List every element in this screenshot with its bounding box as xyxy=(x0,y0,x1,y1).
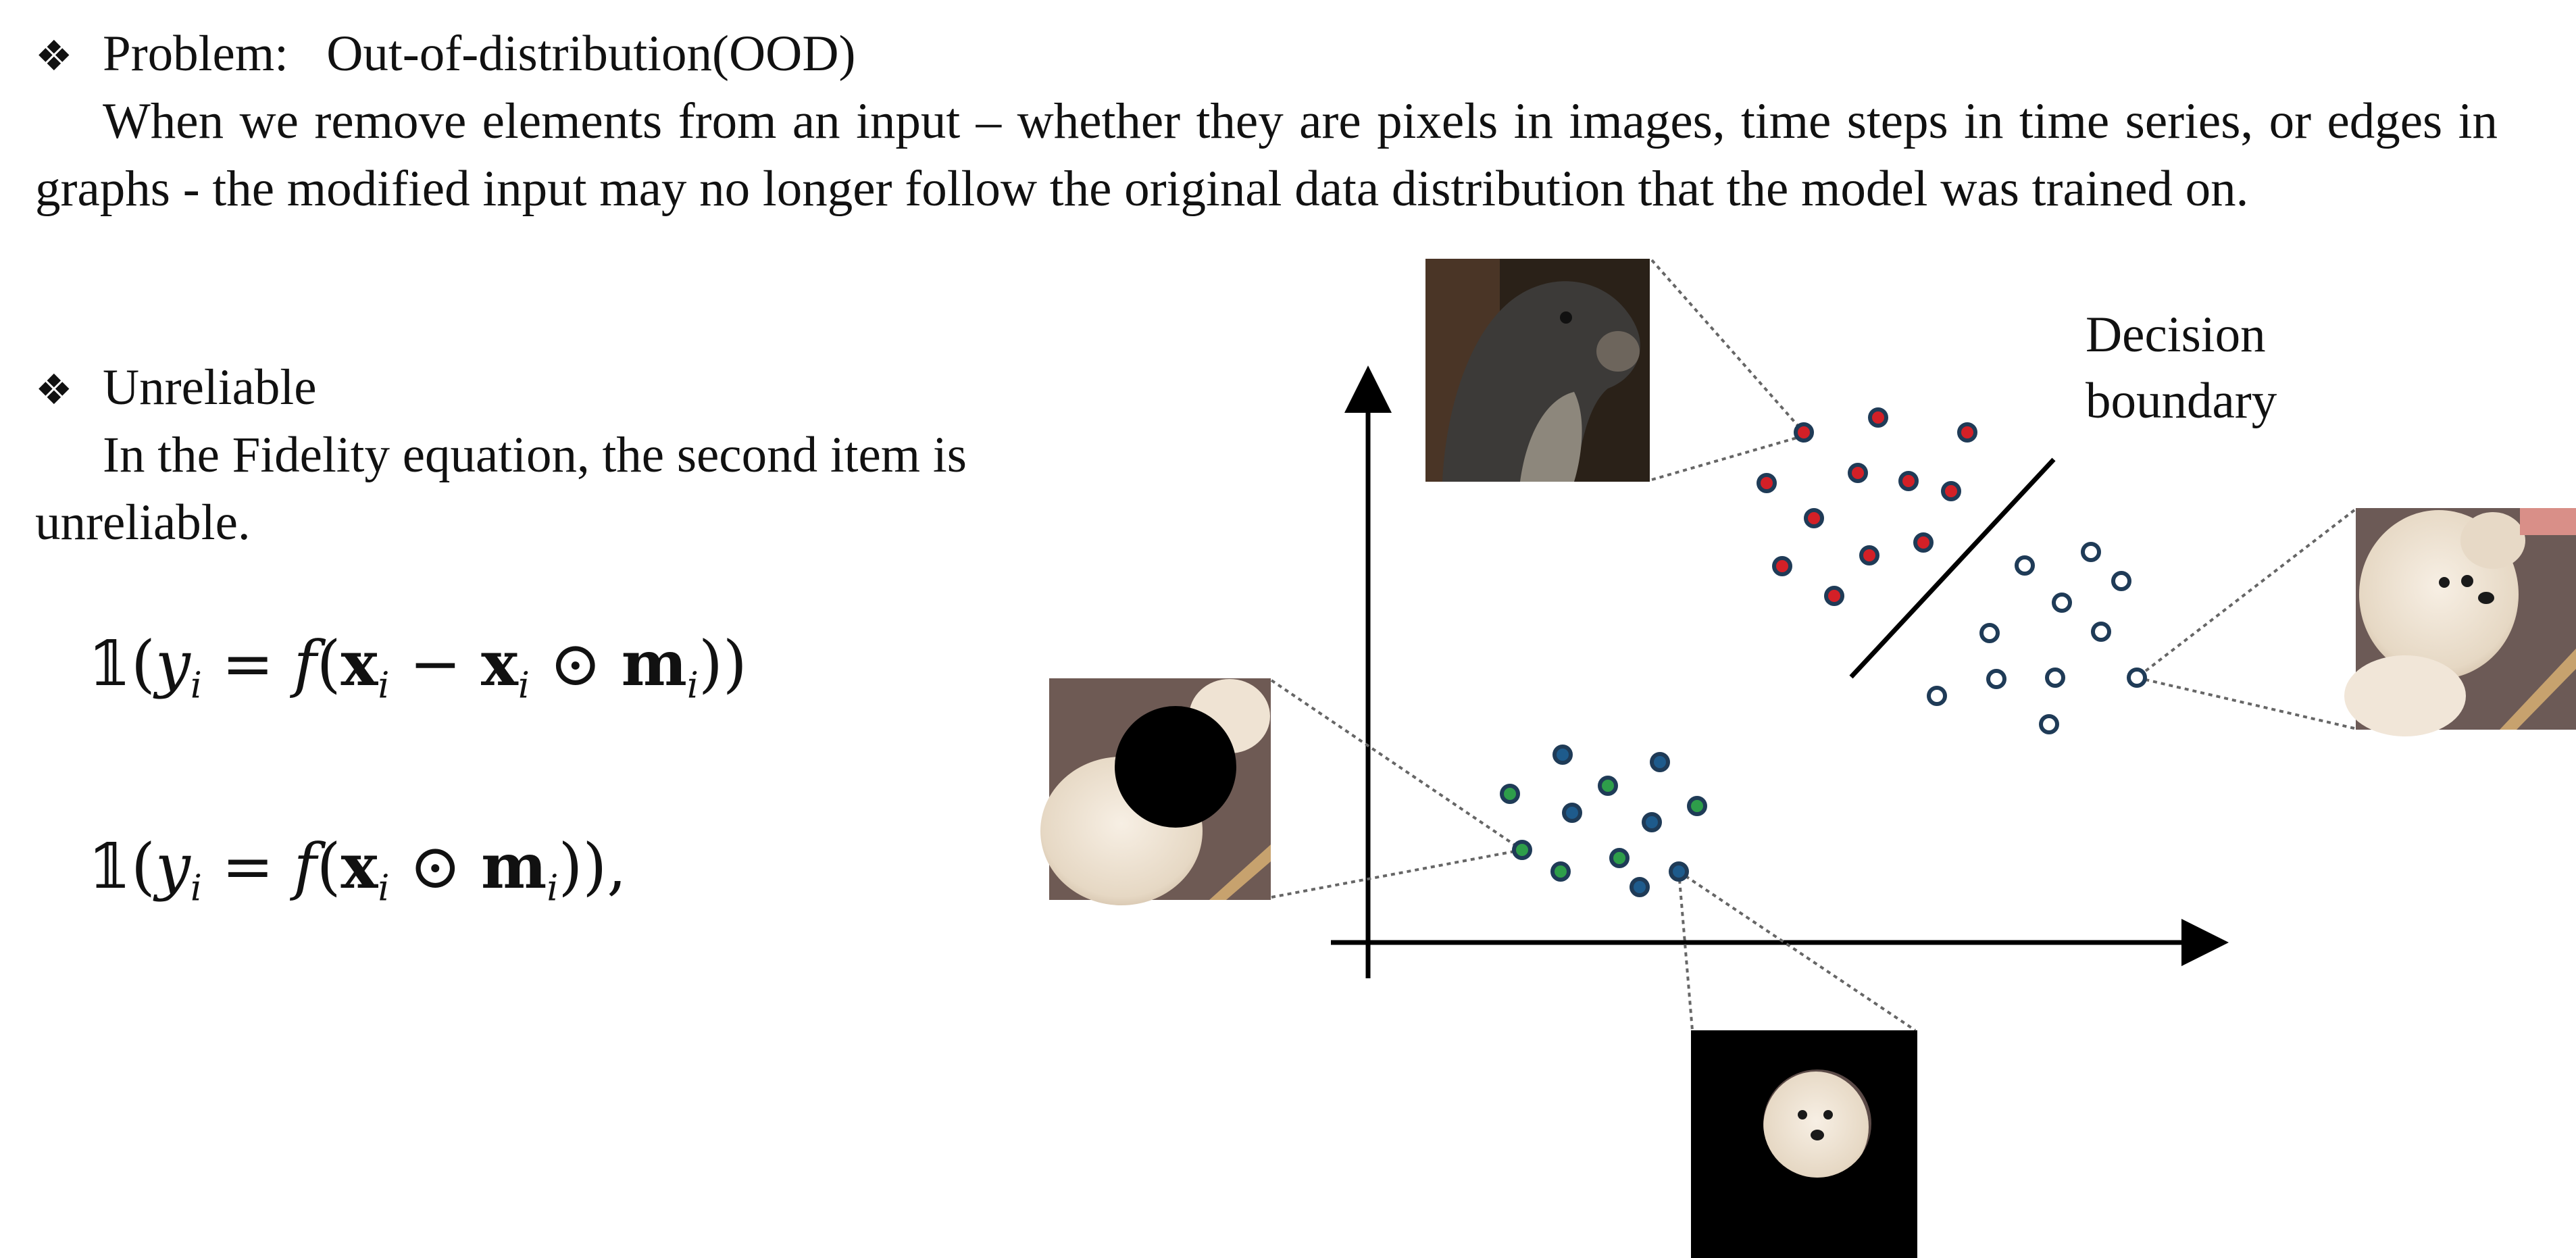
class-a-point xyxy=(1957,422,1977,443)
class-a-point xyxy=(1859,545,1879,565)
unreliable-body-text: In the Fidelity equation, the second ite… xyxy=(35,427,967,551)
unreliable-title: Unreliable xyxy=(103,359,317,416)
unreliable-heading: ❖ Unreliable xyxy=(35,354,1116,424)
class-b-point xyxy=(2039,714,2059,734)
connector-lines xyxy=(1270,259,2356,1032)
diamond-bullet-icon: ❖ xyxy=(35,365,73,414)
class-a-point xyxy=(1772,556,1792,576)
class-b-point xyxy=(1927,686,1947,706)
ood-point-green xyxy=(1598,776,1618,796)
ood-point-blue xyxy=(1562,803,1582,823)
class-b-point xyxy=(2052,593,2072,613)
class-a-point xyxy=(1898,471,1919,491)
ood-point-green xyxy=(1687,796,1707,816)
ood-point-blue xyxy=(1552,745,1573,765)
dog-photo-center-only xyxy=(1691,1030,1917,1258)
ood-point-green xyxy=(1550,861,1571,882)
class-b-point xyxy=(2015,555,2035,576)
ood-point-green xyxy=(1500,784,1520,804)
class-b-point xyxy=(2081,542,2101,562)
problem-heading: ❖ Problem: Out-of-distribution(OOD) xyxy=(35,20,2508,90)
class-a-point xyxy=(1868,407,1888,428)
ood-point-green xyxy=(1512,840,1532,860)
class-b-point xyxy=(2127,668,2147,688)
ood-point-blue xyxy=(1650,752,1670,772)
class-a-point xyxy=(1824,586,1844,606)
diamond-bullet-icon: ❖ xyxy=(35,31,73,80)
ood-point-blue xyxy=(1669,861,1689,882)
ood-point-green xyxy=(1609,848,1630,868)
class-a-point xyxy=(1804,508,1824,528)
equation-1: 𝟙(yi = f(xi − xi ⊙ mi)) xyxy=(88,627,747,707)
white-dog-photo xyxy=(2344,508,2576,736)
class-a-point xyxy=(1757,473,1777,493)
ood-point-blue xyxy=(1630,877,1650,897)
class-a-point xyxy=(1794,422,1814,443)
dog-photo-center-masked xyxy=(1040,678,1271,905)
problem-title: Problem: Out-of-distribution(OOD) xyxy=(103,26,856,82)
unreliable-body: In the Fidelity equation, the second ite… xyxy=(35,422,1062,557)
class-b-point xyxy=(2091,622,2111,642)
seal-photo xyxy=(1425,259,1650,482)
class-a-point xyxy=(1941,481,1961,501)
class-b-point xyxy=(1979,623,2000,643)
ood-point-blue xyxy=(1642,812,1662,832)
class-b-point xyxy=(1986,669,2006,689)
class-b-points xyxy=(1927,542,2147,734)
problem-body: When we remove elements from an input – … xyxy=(35,88,2498,223)
class-b-point xyxy=(2111,571,2131,591)
class-a-point xyxy=(1913,532,1934,553)
equation-2: 𝟙(yi = f(xi ⊙ mi)), xyxy=(88,830,627,909)
boundary-label-line2: boundary xyxy=(2086,373,2277,429)
class-a-points xyxy=(1757,407,1977,606)
decision-boundary-line xyxy=(1849,457,2056,679)
problem-body-text: When we remove elements from an input – … xyxy=(35,93,2498,217)
ood-points xyxy=(1500,745,1707,897)
class-b-point xyxy=(2045,668,2065,688)
boundary-label-line1: Decision xyxy=(2086,307,2266,363)
class-a-point xyxy=(1848,463,1868,483)
